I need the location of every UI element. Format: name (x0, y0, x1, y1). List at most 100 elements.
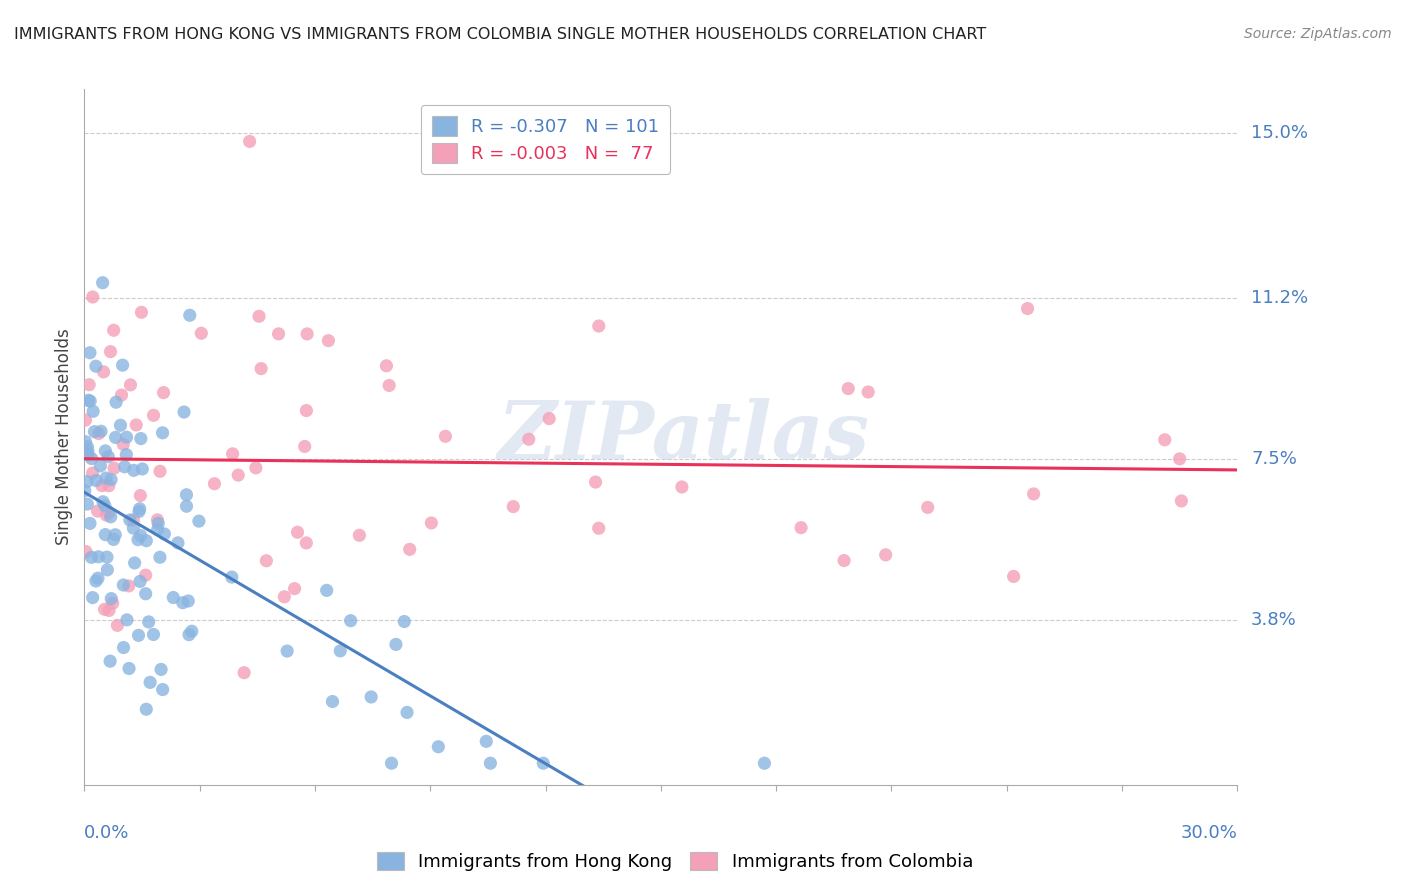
Point (588, 521, 610, 535)
Point (378, 378, 401, 392)
Point (239, 134, 262, 148)
Point (267, 326, 290, 341)
Legend: R = -0.307   N = 101, R = -0.003   N =  77: R = -0.307 N = 101, R = -0.003 N = 77 (420, 105, 671, 174)
Point (98, 654, 121, 668)
Point (221, 447, 243, 461)
Point (90, 424, 112, 438)
Point (103, 533, 125, 547)
Point (93, 602, 115, 616)
Point (245, 460, 267, 475)
Point (80, 451, 103, 466)
Point (114, 459, 136, 474)
Point (100, 344, 122, 359)
Point (1002, 569, 1025, 583)
Point (89, 458, 111, 473)
Point (329, 644, 352, 658)
Point (671, 480, 693, 494)
Point (128, 628, 150, 642)
Point (177, 628, 200, 642)
Point (122, 513, 145, 527)
Point (100, 473, 122, 487)
Point (131, 462, 153, 476)
Point (82, 290, 104, 304)
Point (502, 500, 524, 514)
Point (315, 583, 337, 598)
Point (100, 591, 122, 606)
Point (79, 394, 101, 409)
Point (1168, 451, 1191, 466)
Point (96, 550, 118, 565)
Point (138, 615, 160, 629)
Point (129, 432, 152, 446)
Point (531, 756, 554, 771)
Point (190, 326, 212, 341)
Point (129, 489, 152, 503)
Point (153, 527, 176, 541)
Point (146, 513, 169, 527)
Point (135, 568, 157, 582)
Point (875, 548, 897, 562)
Point (129, 574, 152, 589)
Point (103, 461, 125, 475)
Point (1153, 433, 1175, 447)
Point (177, 594, 200, 608)
Point (538, 411, 561, 425)
Point (233, 665, 256, 680)
Point (96, 508, 118, 522)
Text: ZIPatlas: ZIPatlas (498, 399, 870, 475)
Text: 7.5%: 7.5% (1251, 450, 1298, 467)
Text: Source: ZipAtlas.com: Source: ZipAtlas.com (1244, 27, 1392, 41)
Point (179, 308, 201, 322)
Point (295, 403, 318, 417)
Point (100, 509, 122, 524)
Point (385, 637, 408, 651)
Point (87, 549, 110, 564)
Point (475, 734, 498, 748)
Point (349, 528, 371, 542)
Point (394, 615, 416, 629)
Point (76, 440, 98, 454)
Point (517, 432, 540, 446)
Point (84, 359, 107, 374)
Point (79, 345, 101, 359)
Point (77, 393, 100, 408)
Point (287, 525, 309, 540)
Point (1022, 487, 1045, 501)
Point (115, 430, 138, 444)
Point (152, 682, 174, 697)
Point (76, 497, 98, 511)
Point (91, 495, 114, 509)
Point (128, 504, 150, 518)
Point (180, 624, 202, 639)
Point (112, 640, 135, 655)
Point (124, 556, 146, 570)
Point (380, 756, 402, 771)
Point (339, 614, 361, 628)
Point (152, 425, 174, 440)
Point (434, 429, 457, 443)
Point (273, 590, 295, 604)
Point (917, 500, 939, 515)
Text: 30.0%: 30.0% (1181, 824, 1237, 842)
Point (318, 334, 340, 348)
Point (832, 553, 855, 567)
Point (127, 533, 149, 547)
Point (76, 475, 98, 489)
Point (150, 662, 173, 676)
Point (396, 706, 419, 720)
Point (115, 448, 138, 462)
Point (77, 377, 100, 392)
Point (82, 466, 104, 480)
Point (754, 756, 776, 771)
Point (75, 413, 97, 427)
Point (104, 528, 127, 542)
Point (1170, 494, 1192, 508)
Point (103, 323, 125, 337)
Point (149, 550, 172, 565)
Text: 11.2%: 11.2% (1251, 289, 1309, 307)
Point (479, 756, 502, 771)
Point (176, 488, 198, 502)
Point (94, 499, 117, 513)
Point (204, 476, 226, 491)
Point (142, 409, 165, 423)
